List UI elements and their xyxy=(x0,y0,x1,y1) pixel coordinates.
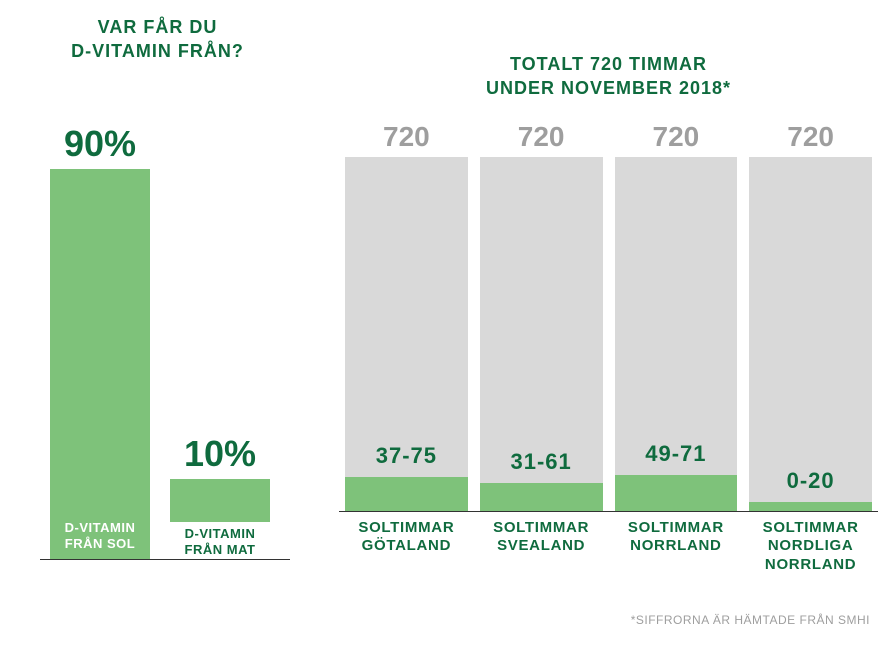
right-value-norrland: 49-71 xyxy=(615,441,738,467)
right-x-axis xyxy=(339,511,878,512)
right-bg-norrland: 49-71 xyxy=(615,157,738,511)
left-chart-panel: VAR FÅR DU D-VITAMIN FRÅN? 90% D-VITAMIN… xyxy=(30,10,285,639)
left-bar-sol: 90% D-VITAMIN FRÅN SOL xyxy=(50,123,150,559)
left-bar-sol-rect: D-VITAMIN FRÅN SOL xyxy=(50,169,150,559)
left-title-line2: D-VITAMIN FRÅN? xyxy=(71,41,244,61)
right-xlabel-norrland: SOLTIMMAR NORRLAND xyxy=(615,519,738,575)
left-bar-sol-label: D-VITAMIN FRÅN SOL xyxy=(50,520,150,553)
right-col-nordliga-norrland: 720 0-20 xyxy=(749,121,872,511)
right-bg-nnorrland: 0-20 xyxy=(749,157,872,511)
right-chart-panel: TOTALT 720 TIMMAR UNDER NOVEMBER 2018* 7… xyxy=(285,10,882,639)
right-footnote: *SIFFRORNA ÄR HÄMTADE FRÅN SMHI xyxy=(631,613,870,627)
right-total-norrland: 720 xyxy=(615,121,738,153)
left-chart-title: VAR FÅR DU D-VITAMIN FRÅN? xyxy=(30,15,285,64)
left-bar-mat-rect xyxy=(170,479,270,522)
left-bar-mat-label: D-VITAMIN FRÅN MAT xyxy=(170,526,270,559)
right-bg-gotaland: 37-75 xyxy=(345,157,468,511)
right-total-nnorrland: 720 xyxy=(749,121,872,153)
right-col-norrland: 720 49-71 xyxy=(615,121,738,511)
right-x-labels: SOLTIMMAR GÖTALAND SOLTIMMAR SVEALAND SO… xyxy=(345,519,872,575)
right-fill-nnorrland xyxy=(749,502,872,511)
right-value-gotaland: 37-75 xyxy=(345,443,468,469)
right-value-nnorrland: 0-20 xyxy=(749,468,872,494)
right-total-svealand: 720 xyxy=(480,121,603,153)
left-bar-mat-value: 10% xyxy=(170,433,270,475)
right-xlabel-gotaland: SOLTIMMAR GÖTALAND xyxy=(345,519,468,575)
right-xlabel-nordliga-norrland: SOLTIMMAR NORDLIGA NORRLAND xyxy=(749,519,872,575)
right-bg-svealand: 31-61 xyxy=(480,157,603,511)
left-bar-chart: 90% D-VITAMIN FRÅN SOL 10% D-VITAMIN FRÅ… xyxy=(30,89,285,559)
right-title-line2: UNDER NOVEMBER 2018* xyxy=(486,78,731,98)
infographic-container: VAR FÅR DU D-VITAMIN FRÅN? 90% D-VITAMIN… xyxy=(0,0,892,649)
right-value-svealand: 31-61 xyxy=(480,449,603,475)
right-fill-norrland xyxy=(615,475,738,511)
left-title-line1: VAR FÅR DU xyxy=(98,17,218,37)
left-bar-mat: 10% D-VITAMIN FRÅN MAT xyxy=(170,433,270,559)
left-bar-sol-value: 90% xyxy=(50,123,150,165)
right-title-line1: TOTALT 720 TIMMAR xyxy=(510,54,707,74)
right-xlabel-svealand: SOLTIMMAR SVEALAND xyxy=(480,519,603,575)
right-col-gotaland: 720 37-75 xyxy=(345,121,468,511)
right-fill-gotaland xyxy=(345,477,468,511)
right-total-gotaland: 720 xyxy=(345,121,468,153)
right-fill-svealand xyxy=(480,483,603,511)
right-chart-title: TOTALT 720 TIMMAR UNDER NOVEMBER 2018* xyxy=(345,52,872,101)
right-col-svealand: 720 31-61 xyxy=(480,121,603,511)
right-bar-chart: 720 37-75 720 31-61 720 49-71 xyxy=(345,121,872,511)
left-x-axis xyxy=(40,559,290,560)
